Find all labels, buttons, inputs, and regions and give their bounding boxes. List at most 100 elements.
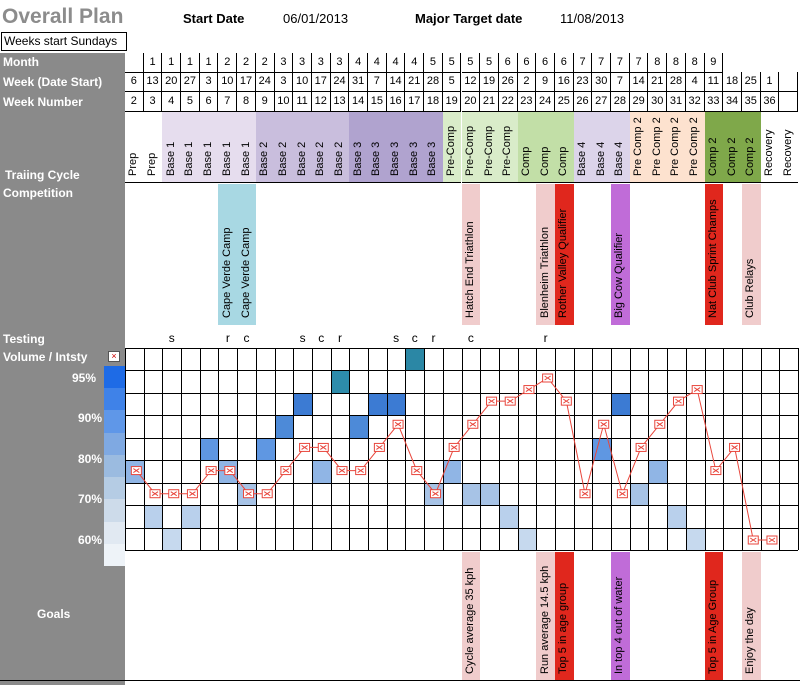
testing-marker: s bbox=[168, 331, 175, 345]
training-cycle-cell: Pre Comp 2 bbox=[667, 112, 686, 183]
grid-vline bbox=[536, 348, 538, 550]
month-cell: 9 bbox=[704, 53, 724, 73]
week-date-cell: 17 bbox=[237, 72, 256, 92]
target-date-value[interactable]: 11/08/2013 bbox=[560, 11, 625, 26]
week-date-cell: 5 bbox=[442, 72, 462, 92]
goal-label: Top 5 in Age Group bbox=[706, 579, 719, 674]
month-cell: 1 bbox=[162, 53, 182, 73]
row-label-testing: Testing bbox=[3, 332, 45, 346]
intensity-label-70: 70% bbox=[78, 492, 103, 506]
training-cycle-label: Base 4 bbox=[576, 141, 588, 176]
training-cycle-cell: Base 1 bbox=[237, 112, 256, 183]
week-date-cell: 1 bbox=[760, 72, 780, 92]
week-date-cell: 7 bbox=[368, 72, 387, 92]
training-cycle-cell: Pre-Comp bbox=[461, 112, 481, 183]
competition-cell[interactable]: Big Cow Qualifier bbox=[611, 184, 630, 325]
training-cycle-cell: Base 2 bbox=[255, 112, 275, 183]
goal-cell[interactable]: Run average 14.5 kph bbox=[536, 552, 555, 680]
training-cycle-cell: Base 2 bbox=[274, 112, 294, 183]
training-cycle-cell: Base 1 bbox=[162, 112, 182, 183]
week-date-cell: 3 bbox=[199, 72, 219, 92]
goal-cell[interactable]: Top 5 in age group bbox=[554, 552, 574, 680]
week-date-cell: 25 bbox=[741, 72, 761, 92]
goal-cell[interactable]: Enjoy the day bbox=[741, 552, 761, 680]
intensity-label-60: 60% bbox=[78, 533, 103, 547]
training-cycle-label: Base 4 bbox=[613, 141, 626, 176]
week-number-cell: 14 bbox=[349, 92, 369, 112]
week-number-cell: 16 bbox=[386, 92, 406, 112]
week-date-cell: 9 bbox=[536, 72, 555, 92]
volume-cell bbox=[163, 528, 182, 550]
week-number-cell: 5 bbox=[181, 92, 200, 112]
grid-vline bbox=[629, 348, 631, 550]
training-cycle-label: Prep bbox=[127, 152, 140, 176]
training-cycle-cell: Comp 2 bbox=[704, 112, 724, 183]
week-date-cell: 24 bbox=[330, 72, 350, 92]
competition-cell[interactable]: Club Relays bbox=[741, 184, 761, 325]
intensity-label-80: 80% bbox=[78, 452, 103, 466]
month-cell: 6 bbox=[536, 53, 555, 73]
competition-cell[interactable]: Nat Club Sprint Champs bbox=[704, 184, 724, 325]
row-label-competition: Competition bbox=[3, 186, 73, 200]
competition-label: Rother Valley Qualifier bbox=[557, 208, 570, 318]
competition-label: Club Relays bbox=[744, 258, 757, 318]
month-cell: 2 bbox=[218, 53, 238, 73]
competition-cell[interactable]: Cape Verde Camp bbox=[237, 184, 256, 325]
training-cycle-cell: Pre Comp 2 bbox=[685, 112, 705, 183]
volume-cell bbox=[481, 483, 499, 506]
competition-label: Cape Verde Camp bbox=[239, 227, 252, 319]
goal-cell[interactable]: Cycle average 35 kph bbox=[461, 552, 481, 680]
volume-cell bbox=[144, 506, 163, 528]
week-date-cell: 4 bbox=[685, 72, 705, 92]
week-date-cell: 13 bbox=[143, 72, 163, 92]
week-date-cell: 31 bbox=[349, 72, 369, 92]
volume-cell bbox=[630, 483, 649, 506]
goal-label: Enjoy the day bbox=[744, 607, 757, 674]
training-cycle-cell: Pre-Comp bbox=[498, 112, 518, 183]
month-cell: 4 bbox=[386, 53, 406, 73]
grid-vline bbox=[798, 348, 799, 550]
competition-cell[interactable]: Blenheim Triathlon bbox=[536, 184, 555, 325]
week-number-cell: 2 bbox=[125, 92, 144, 112]
grid-vline bbox=[554, 348, 556, 550]
week-date-cell: 30 bbox=[592, 72, 612, 92]
week-date-cell: 3 bbox=[274, 72, 294, 92]
testing-marker: c bbox=[243, 331, 250, 345]
grid-vline bbox=[218, 348, 220, 550]
training-cycle-cell: Base 3 bbox=[349, 112, 369, 183]
goal-cell[interactable]: Top 5 in Age Group bbox=[704, 552, 724, 680]
chart-toggle-icon[interactable]: × bbox=[108, 351, 120, 362]
month-cell: 5 bbox=[480, 53, 499, 73]
grid-vline bbox=[405, 348, 407, 550]
month-cell: 4 bbox=[349, 53, 369, 73]
testing-marker: r bbox=[225, 331, 230, 345]
month-cell: 6 bbox=[517, 53, 537, 73]
grid-vline bbox=[311, 348, 313, 550]
training-cycle-cell: Base 3 bbox=[386, 112, 406, 183]
volume-cell bbox=[499, 506, 518, 528]
training-cycle-cell: Base 3 bbox=[424, 112, 443, 183]
week-date-cell: 12 bbox=[461, 72, 481, 92]
training-cycle-label: Comp bbox=[557, 146, 570, 176]
month-cell: 5 bbox=[461, 53, 481, 73]
week-number-cell: 32 bbox=[685, 92, 705, 112]
competition-cell[interactable]: Rother Valley Qualifier bbox=[554, 184, 574, 325]
competition-cell[interactable]: Cape Verde Camp bbox=[218, 184, 238, 325]
page-title: Overall Plan bbox=[2, 5, 124, 28]
training-cycle-cell: Comp 2 bbox=[741, 112, 761, 183]
grid-vline bbox=[461, 348, 463, 550]
grid-vline bbox=[349, 348, 351, 550]
goal-label: Top 5 in age group bbox=[557, 582, 570, 674]
goal-label: Run average 14.5 kph bbox=[538, 565, 551, 674]
competition-cell[interactable]: Hatch End Triathlon bbox=[461, 184, 481, 325]
selected-cell-note[interactable]: Weeks start Sundays bbox=[1, 32, 127, 51]
month-cell: 8 bbox=[648, 53, 668, 73]
grid-vline bbox=[237, 348, 239, 550]
week-date-cell: 10 bbox=[218, 72, 238, 92]
week-number-cell: 23 bbox=[517, 92, 537, 112]
week-number-cell: 29 bbox=[629, 92, 649, 112]
start-date-value[interactable]: 06/01/2013 bbox=[283, 11, 349, 26]
goal-cell[interactable]: In top 4 out of water bbox=[611, 552, 630, 680]
competition-label: Blenheim Triathlon bbox=[538, 226, 551, 318]
